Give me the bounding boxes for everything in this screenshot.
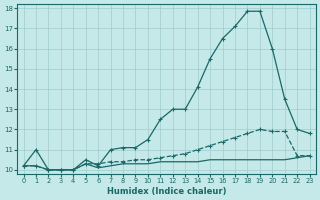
X-axis label: Humidex (Indice chaleur): Humidex (Indice chaleur) <box>107 187 226 196</box>
